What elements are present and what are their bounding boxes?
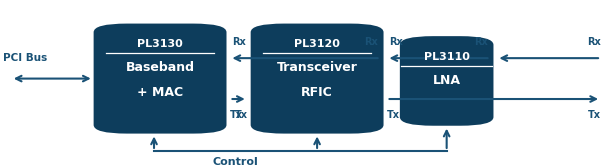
Text: Control: Control [213,157,259,166]
FancyBboxPatch shape [400,36,493,126]
Text: PL3120: PL3120 [294,39,340,49]
Text: PL3110: PL3110 [424,52,469,62]
Text: RFIC: RFIC [301,86,333,99]
Text: LNA: LNA [432,74,461,87]
Text: + MAC: + MAC [137,86,183,99]
Text: Rx: Rx [474,38,487,47]
FancyBboxPatch shape [94,24,226,134]
Text: PL3130: PL3130 [137,39,183,49]
Text: Transceiver: Transceiver [277,61,358,74]
Text: Baseband: Baseband [126,61,194,74]
Text: Tx: Tx [234,110,248,120]
Text: PCI Bus: PCI Bus [3,53,47,63]
Text: Rx: Rx [233,38,246,47]
Text: Rx: Rx [364,38,378,47]
Text: Tx: Tx [230,110,243,120]
Text: Rx: Rx [587,38,601,47]
FancyBboxPatch shape [251,24,384,134]
Text: Tx: Tx [387,110,400,120]
Text: Rx: Rx [390,38,403,47]
Text: Tx: Tx [588,110,601,120]
